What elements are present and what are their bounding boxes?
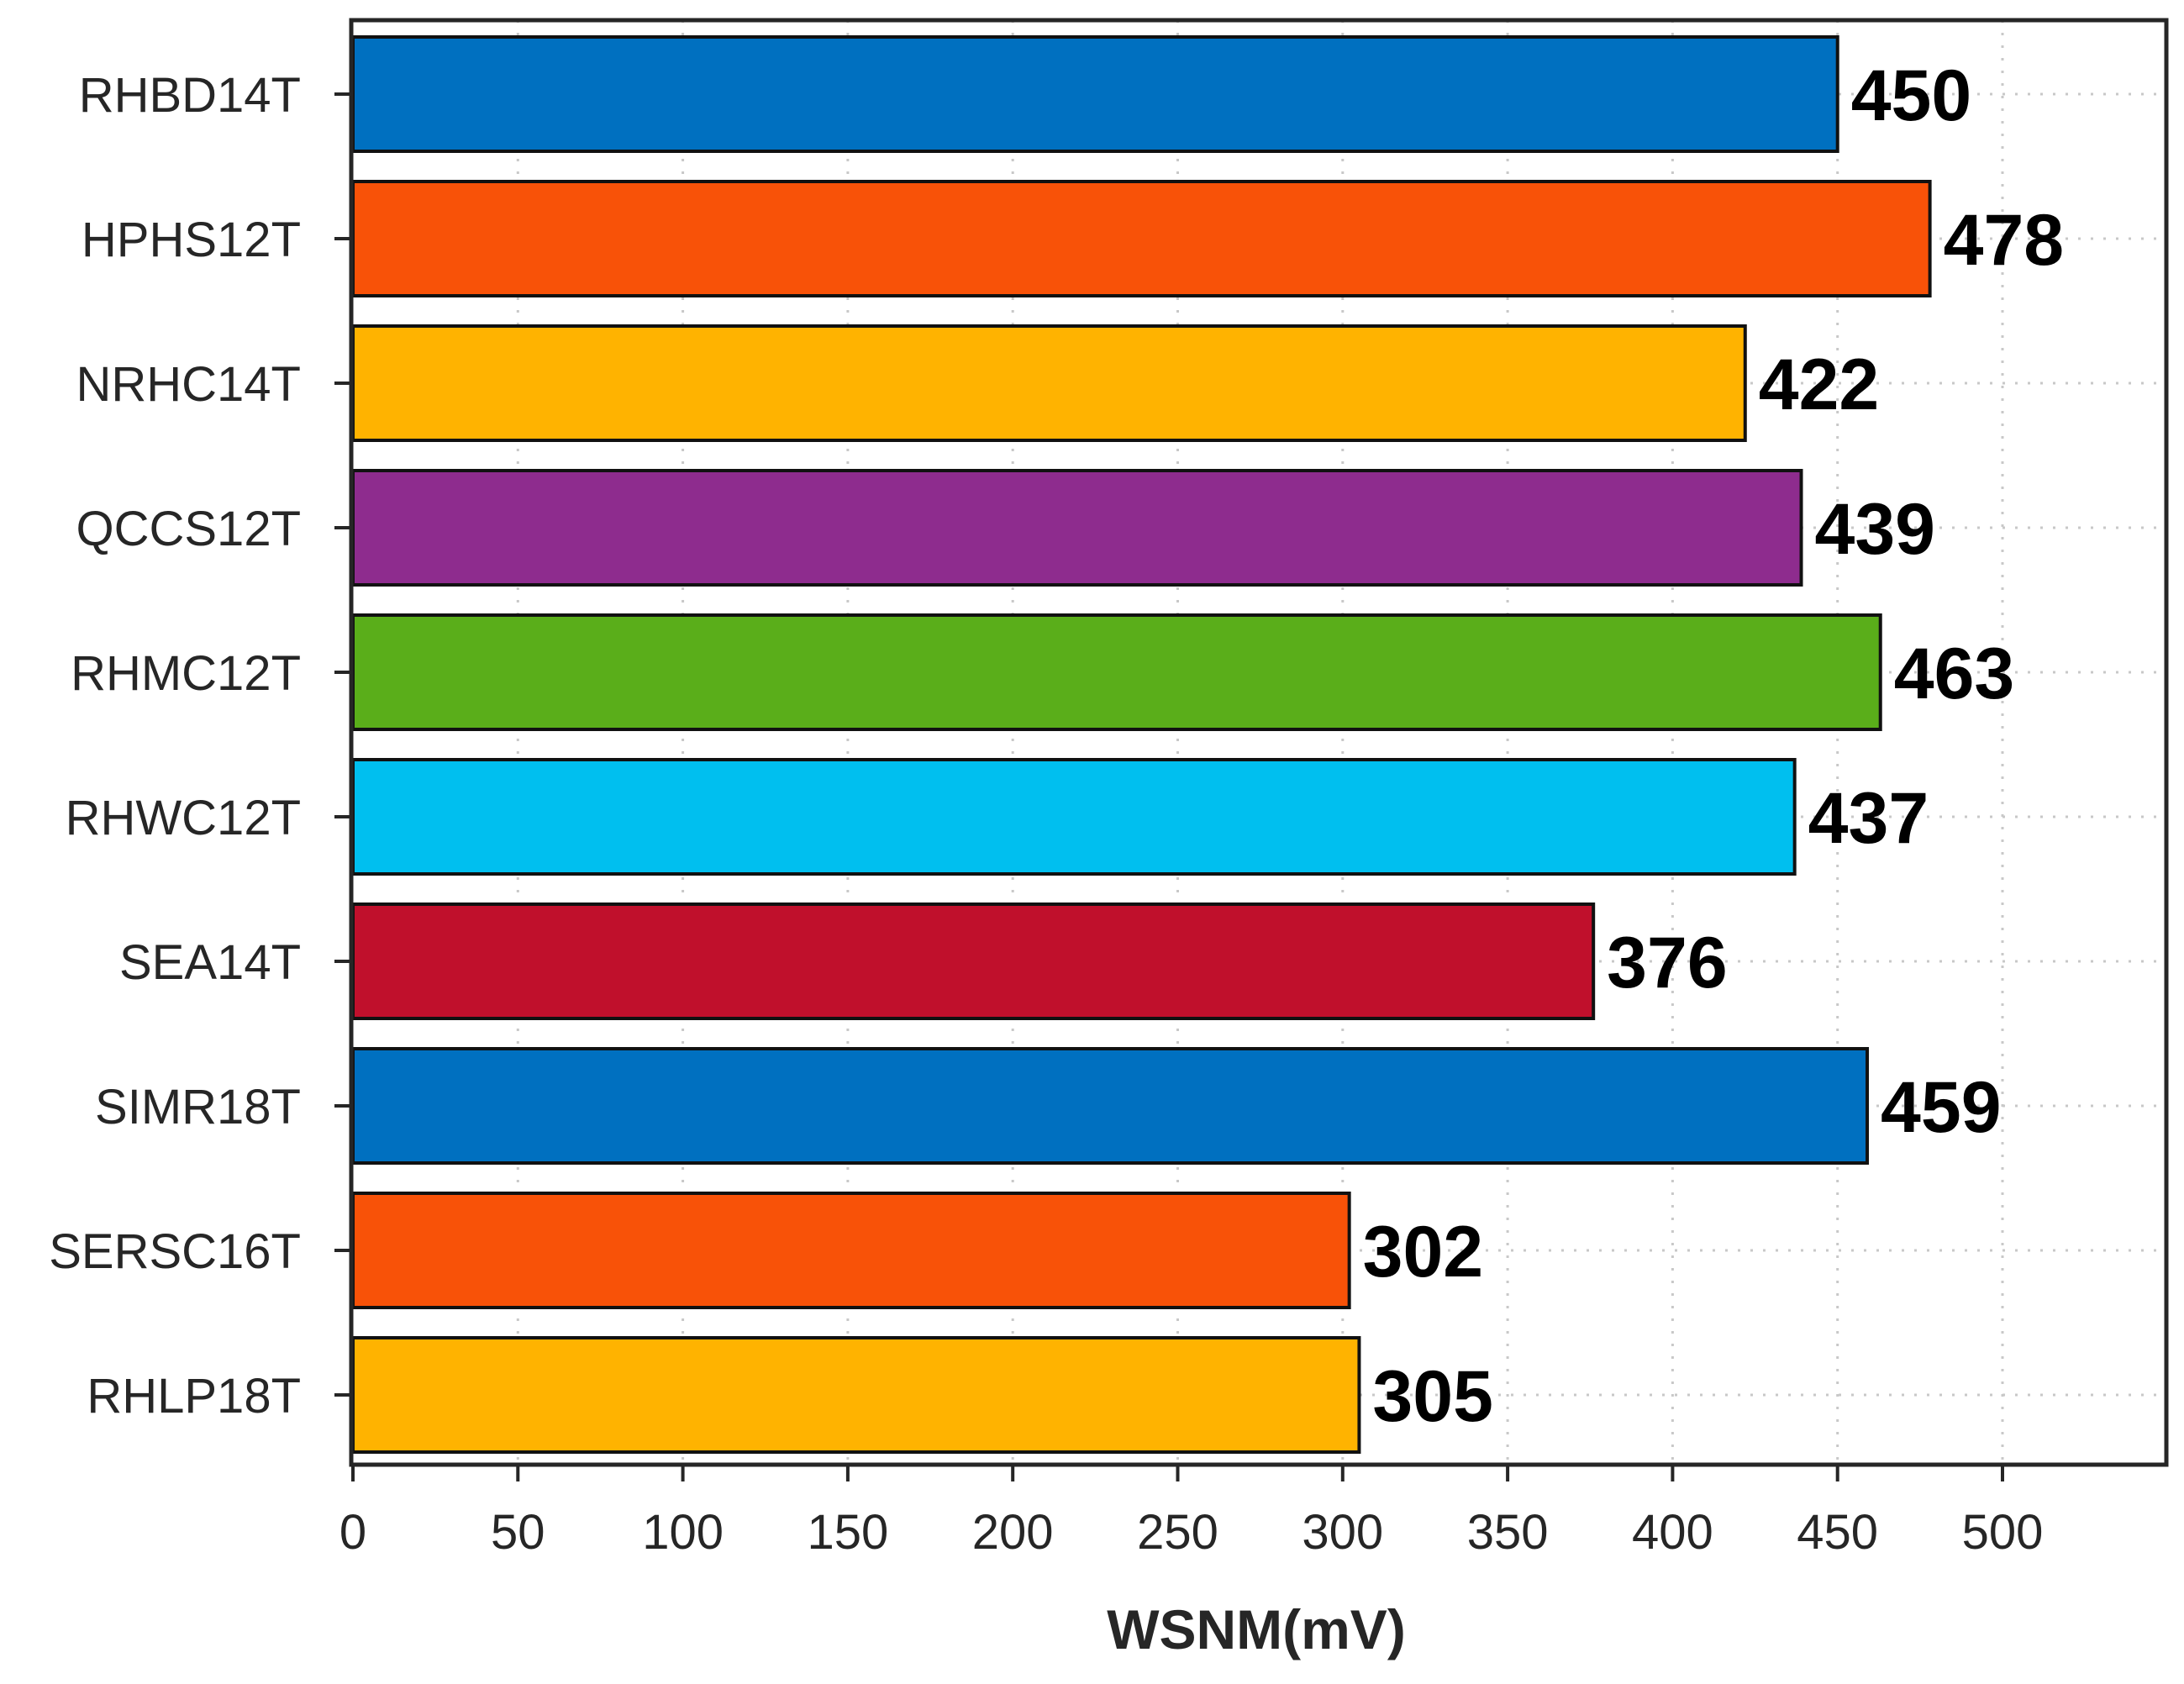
x-tick-label: 200 [972, 1505, 1054, 1560]
value-label-sea14t: 376 [1607, 923, 1728, 1003]
category-label-rhmc12t: RHMC12T [71, 646, 301, 701]
bars [351, 35, 1932, 1454]
category-label-sea14t: SEA14T [119, 935, 301, 990]
x-tick-label: 500 [1962, 1505, 2044, 1560]
category-label-qccs12t: QCCS12T [76, 502, 301, 556]
value-label-rhbd14t: 450 [1851, 55, 1972, 136]
value-label-rhmc12t: 463 [1894, 634, 2015, 714]
bar-rhbd14t [351, 35, 1839, 153]
bar-simr18t [351, 1047, 1870, 1165]
category-label-rhbd14t: RHBD14T [79, 68, 301, 123]
x-axis-title: WSNM(mV) [1107, 1598, 1406, 1660]
category-label-rhwc12t: RHWC12T [66, 791, 301, 845]
x-tick-label: 250 [1137, 1505, 1218, 1560]
category-labels: RHBD14T HPHS12T NRHC14T QCCS12T RHMC12T RHWC1… [49, 68, 301, 1424]
value-label-nrhc14t: 422 [1759, 345, 1880, 425]
x-tick-label: 350 [1467, 1505, 1549, 1560]
category-label-sersc16t: SERSC16T [49, 1224, 301, 1279]
x-tick-label: 400 [1632, 1505, 1713, 1560]
bar-nrhc14t [351, 324, 1747, 442]
value-label-rhlp18t: 305 [1372, 1356, 1493, 1437]
value-label-hphs12t: 478 [1944, 200, 2065, 281]
value-label-simr18t: 459 [1881, 1067, 2002, 1148]
category-label-hphs12t: HPHS12T [82, 213, 301, 267]
x-tick-label: 300 [1302, 1505, 1383, 1560]
bar-hphs12t [351, 180, 1932, 297]
category-label-rhlp18t: RHLP18T [87, 1369, 301, 1424]
x-tick-label: 0 [339, 1505, 366, 1560]
bar-qccs12t [351, 469, 1803, 587]
x-axis-ticks: 0 50 100 150 200 250 300 350 400 450 500 [334, 92, 2044, 1560]
bar-rhmc12t [351, 613, 1882, 731]
x-tick-label: 150 [808, 1505, 889, 1560]
bar-rhwc12t [351, 758, 1797, 876]
value-label-sersc16t: 302 [1363, 1212, 1484, 1292]
category-label-nrhc14t: NRHC14T [76, 357, 302, 412]
x-tick-label: 100 [642, 1505, 724, 1560]
x-tick-label: 450 [1797, 1505, 1878, 1560]
plot-frame [349, 18, 2169, 1467]
bar-rhlp18t [351, 1336, 1361, 1454]
bar-sersc16t [351, 1192, 1351, 1309]
value-label-rhwc12t: 437 [1808, 778, 1929, 859]
value-labels: 450 478 422 439 463 437 376 459 302 305 [1363, 55, 2064, 1437]
value-label-qccs12t: 439 [1815, 489, 1936, 570]
category-label-simr18t: SIMR18T [95, 1080, 301, 1134]
x-tick-label: 50 [491, 1505, 545, 1560]
bar-sea14t [351, 903, 1596, 1020]
